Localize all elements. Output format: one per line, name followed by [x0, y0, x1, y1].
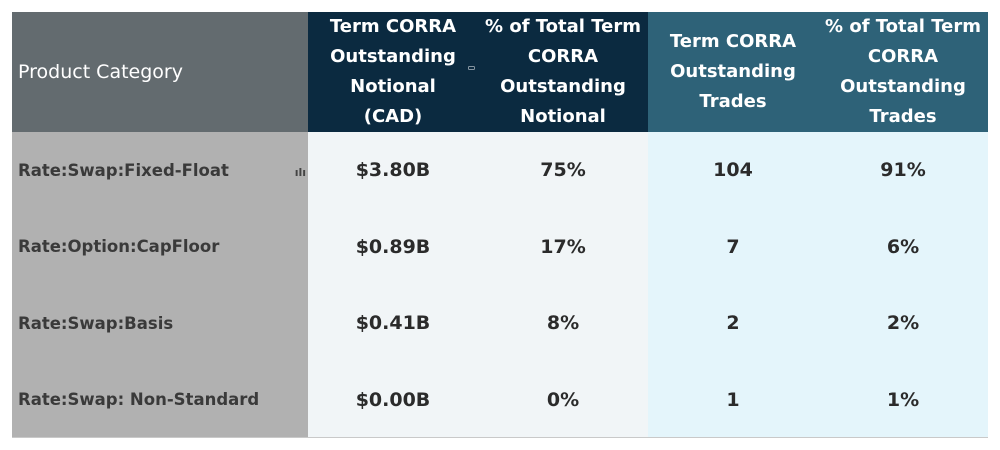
table-header: Product Category Term CORRA Outstanding … [12, 12, 988, 132]
header-pct-notional[interactable]: % of Total Term CORRA Outstanding Notion… [478, 12, 648, 132]
header-label: Term CORRA Outstanding Notional (CAD) [329, 16, 457, 127]
pct-notional-cell: 8% [478, 285, 648, 362]
pct-notional-cell: 17% [478, 208, 648, 285]
header-label: Product Category [18, 61, 183, 83]
filter-icon[interactable]: ▭ [467, 63, 476, 72]
notional-cell: $3.80B [308, 132, 478, 209]
table-row[interactable]: Rate:Option:CapFloor $0.89B 17% 7 6% [12, 208, 988, 285]
notional-cell: $0.41B [308, 285, 478, 362]
table-row[interactable]: Rate:Swap:Basis $0.41B 8% 2 2% [12, 285, 988, 362]
header-product-category[interactable]: Product Category [12, 12, 308, 132]
category-cell: Rate:Swap:Fixed-Float ılı [12, 132, 308, 209]
trades-cell: 7 [648, 208, 818, 285]
header-pct-trades[interactable]: % of Total Term CORRA Outstanding Trades [818, 12, 988, 132]
category-cell: Rate:Swap: Non-Standard [12, 361, 308, 438]
header-label: Term CORRA Outstanding Trades [669, 31, 797, 112]
bar-chart-icon[interactable]: ılı [294, 166, 306, 179]
header-notional[interactable]: Term CORRA Outstanding Notional (CAD) ▭ [308, 12, 478, 132]
pct-trades-cell: 1% [818, 361, 988, 438]
category-cell: Rate:Swap:Basis [12, 285, 308, 362]
trades-cell: 104 [648, 132, 818, 209]
trades-cell: 2 [648, 285, 818, 362]
trades-cell: 1 [648, 361, 818, 438]
pct-notional-cell: 0% [478, 361, 648, 438]
header-label: % of Total Term CORRA Outstanding Notion… [485, 16, 641, 127]
notional-cell: $0.00B [308, 361, 478, 438]
category-cell: Rate:Option:CapFloor [12, 208, 308, 285]
pct-trades-cell: 6% [818, 208, 988, 285]
pct-trades-cell: 91% [818, 132, 988, 209]
header-trades[interactable]: Term CORRA Outstanding Trades [648, 12, 818, 132]
header-label: % of Total Term CORRA Outstanding Trades [825, 16, 981, 127]
pct-trades-cell: 2% [818, 285, 988, 362]
table-row[interactable]: Rate:Swap:Fixed-Float ılı $3.80B 75% 104… [12, 132, 988, 209]
notional-cell: $0.89B [308, 208, 478, 285]
corra-table: Product Category Term CORRA Outstanding … [12, 12, 988, 438]
pct-notional-cell: 75% [478, 132, 648, 209]
table-bottom-border [12, 437, 988, 438]
table-row[interactable]: Rate:Swap: Non-Standard $0.00B 0% 1 1% [12, 361, 988, 438]
